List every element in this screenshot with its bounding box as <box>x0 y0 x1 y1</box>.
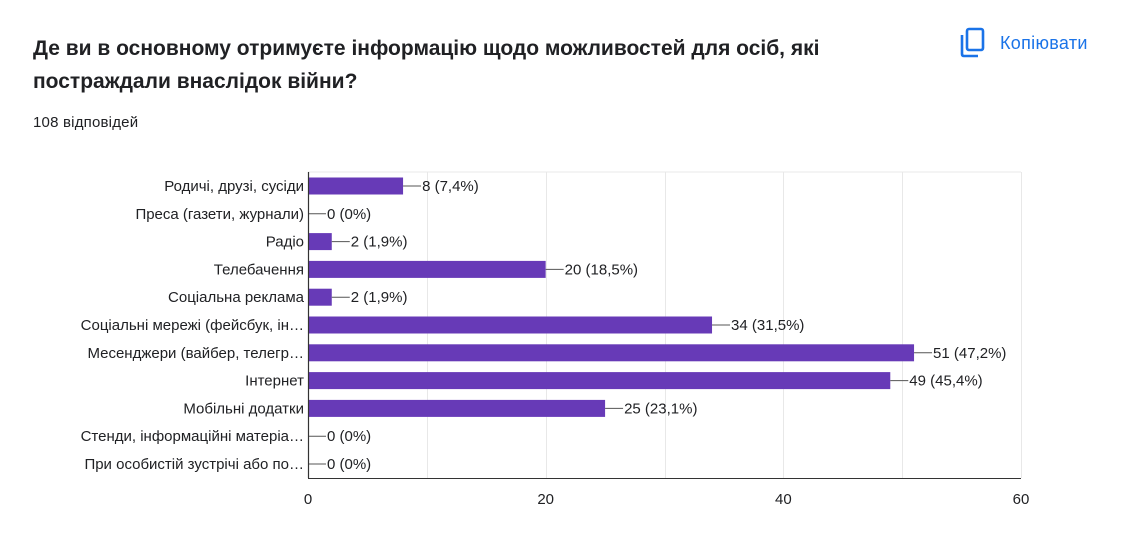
data-label: 2 (1,9%) <box>351 234 408 251</box>
category-label: Родичі, друзі, сусіди <box>164 178 304 195</box>
data-label: 25 (23,1%) <box>624 400 697 417</box>
bar <box>308 316 713 334</box>
bar <box>308 177 404 195</box>
category-label: Месенджери (вайбер, телегр… <box>87 345 304 362</box>
category-label: Радіо <box>266 234 304 251</box>
bar <box>308 372 891 390</box>
bar <box>308 344 915 362</box>
data-label: 8 (7,4%) <box>422 178 479 195</box>
responses-count: 108 відповідей <box>33 114 139 131</box>
bar <box>308 288 332 306</box>
category-label: Преса (газети, журнали) <box>135 206 304 223</box>
data-label: 0 (0%) <box>327 428 371 445</box>
data-label: 2 (1,9%) <box>351 289 408 306</box>
copy-label: Копіювати <box>1000 32 1088 53</box>
bar <box>308 399 606 417</box>
data-label: 49 (45,4%) <box>909 373 982 390</box>
data-label: 0 (0%) <box>327 456 371 473</box>
copy-button[interactable]: Копіювати <box>950 24 1096 62</box>
category-label: При особистій зустрічі або по… <box>84 456 304 473</box>
x-tick-label: 60 <box>1013 491 1030 508</box>
x-tick-label: 40 <box>775 491 792 508</box>
question-title: Де ви в основному отримуєте інформацію щ… <box>33 37 820 93</box>
copy-icon <box>958 27 986 59</box>
x-tick-label: 20 <box>537 491 554 508</box>
category-label: Соціальні мережі (фейсбук, ін… <box>81 317 304 334</box>
data-label: 34 (31,5%) <box>731 317 804 334</box>
category-label: Соціальна реклама <box>168 289 305 306</box>
category-label: Інтернет <box>245 373 304 390</box>
category-label: Мобільні додатки <box>183 400 304 417</box>
data-label: 0 (0%) <box>327 206 371 223</box>
x-tick-label: 0 <box>304 491 312 508</box>
category-label: Стенди, інформаційні матеріа… <box>81 428 304 445</box>
data-label: 20 (18,5%) <box>565 261 638 278</box>
data-label: 51 (47,2%) <box>933 345 1006 362</box>
bar <box>308 233 332 251</box>
category-label: Телебачення <box>214 261 304 278</box>
bar <box>308 260 546 278</box>
